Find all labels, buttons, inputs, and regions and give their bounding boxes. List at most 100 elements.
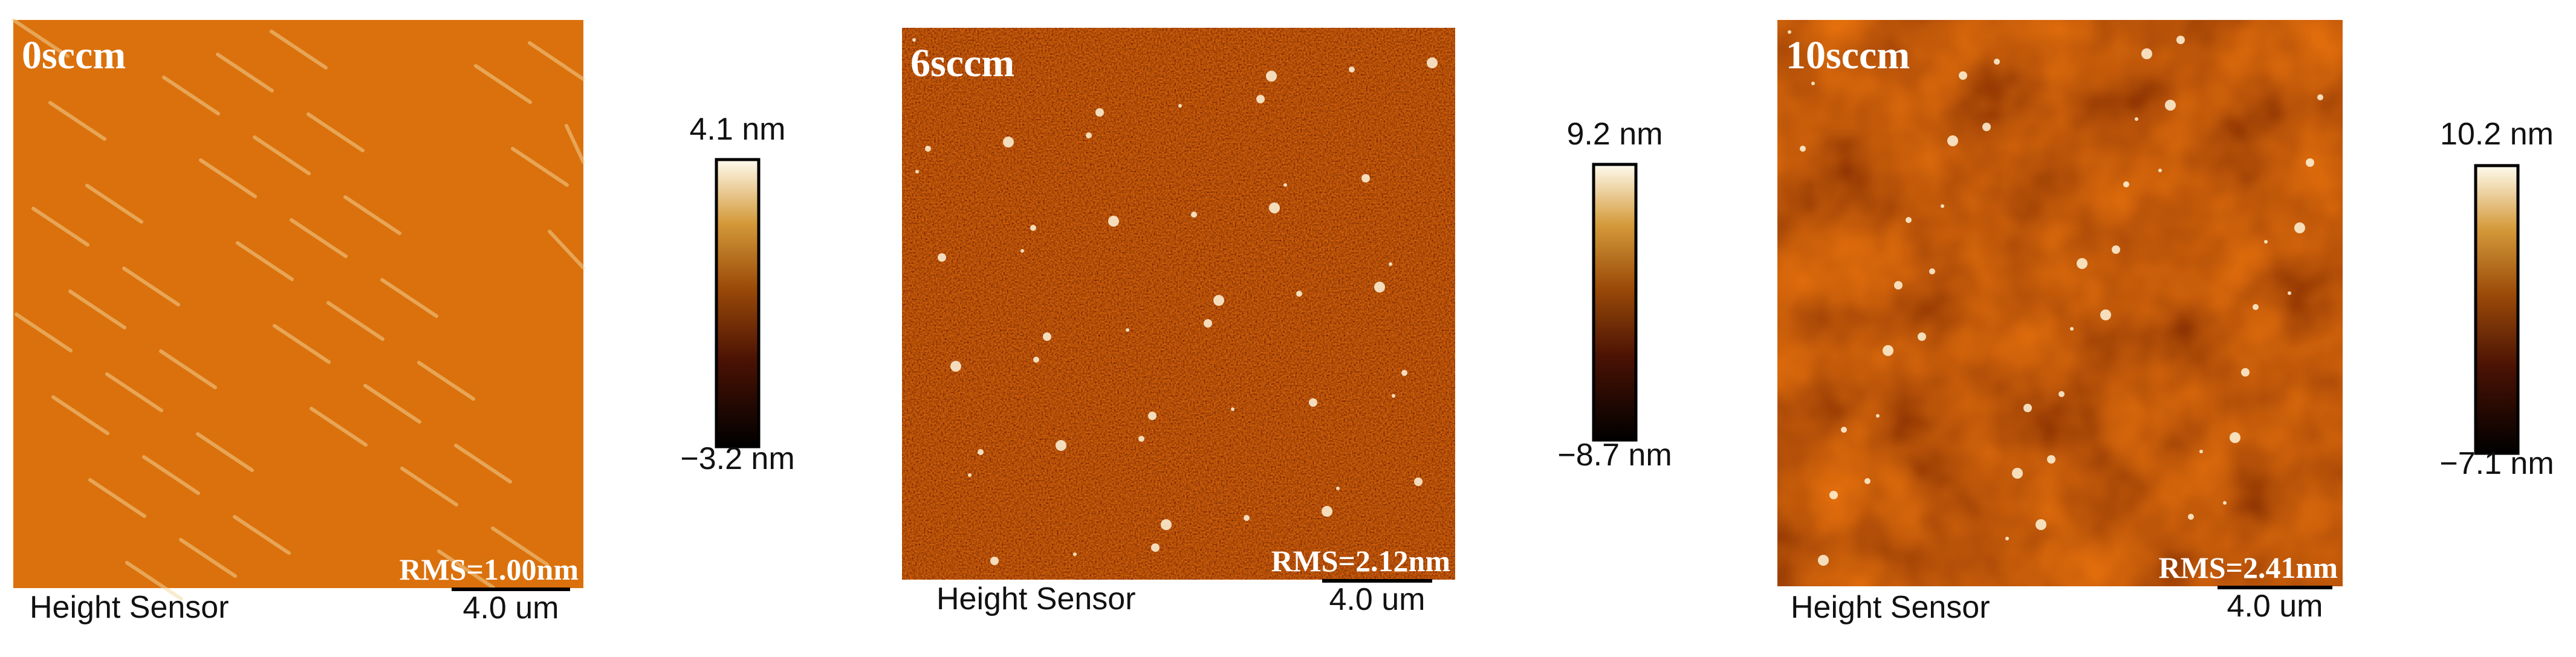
afm-particle <box>2288 291 2291 295</box>
colorbar <box>2474 164 2520 455</box>
afm-particle <box>1126 328 1129 332</box>
afm-ridge <box>273 324 331 364</box>
afm-particle <box>1056 440 1066 451</box>
panel-label: 10sccm <box>1786 33 1910 77</box>
afm-particle <box>1003 137 1014 147</box>
afm-particle <box>1349 66 1355 73</box>
afm-ridge <box>216 53 274 92</box>
afm-particle <box>938 253 946 262</box>
afm-particle <box>1073 552 1077 556</box>
afm-particle <box>1994 59 2000 65</box>
afm-particle <box>1829 491 1838 499</box>
afm-ridge <box>236 241 294 281</box>
afm-particle <box>2294 222 2305 233</box>
afm-ridge <box>454 444 512 484</box>
afm-particle <box>1841 427 1847 433</box>
afm-particle <box>1043 332 1051 341</box>
afm-particle <box>1336 487 1340 490</box>
afm-particle <box>2047 455 2055 464</box>
afm-ridge <box>15 312 73 352</box>
afm-particle <box>950 361 961 372</box>
afm-ridge <box>122 267 180 306</box>
afm-particle <box>1231 407 1234 411</box>
afm-particle <box>2012 468 2023 479</box>
afm-particle <box>2317 94 2323 100</box>
afm-particle <box>1138 436 1144 442</box>
afm-particle <box>1020 249 1024 253</box>
colorbar-max: 10.2 nm <box>2440 117 2554 152</box>
afm-particle <box>2188 514 2194 520</box>
sensor-label: Height Sensor <box>936 581 1136 617</box>
rms-value: RMS=2.12nm <box>1271 544 1450 578</box>
afm-ridge <box>270 30 328 70</box>
afm-particle <box>1030 225 1036 231</box>
afm-particle <box>1191 212 1197 218</box>
afm-particle <box>2158 169 2162 172</box>
afm-particle <box>2241 368 2250 377</box>
afm-particle <box>1213 295 1224 306</box>
afm-ridge <box>51 395 109 435</box>
afm-particle <box>2141 48 2152 59</box>
afm-ridge <box>474 64 532 104</box>
afm-particle <box>1427 57 1438 68</box>
afm-particle <box>1414 477 1423 486</box>
afm-particle <box>1392 394 1395 398</box>
colorbar-min: −3.2 nm <box>680 441 794 476</box>
afm-particle <box>2123 181 2129 187</box>
afm-particle <box>1108 216 1119 227</box>
afm-particle <box>1811 82 1815 85</box>
afm-particle <box>2165 100 2176 111</box>
afm-particle <box>2199 450 2203 453</box>
afm-ridge <box>565 124 585 164</box>
afm-particle <box>2223 501 2227 505</box>
scale-bar-label: 4.0 um <box>2227 589 2323 624</box>
afm-particle <box>1244 515 1250 521</box>
afm-ridge <box>417 361 475 401</box>
afm-particle <box>1941 204 1944 208</box>
afm-texture <box>902 28 1455 580</box>
scale-bar-label: 4.0 um <box>463 591 559 626</box>
colorbar-max: 9.2 nm <box>1567 117 1663 152</box>
afm-ridge <box>491 526 549 566</box>
afm-particle <box>2070 327 2074 331</box>
afm-panel: 6sccm RMS=2.12nm 9.2 nm −8.7 nm Height Senso… <box>902 28 1672 617</box>
afm-particle <box>1389 262 1392 266</box>
afm-particle <box>1204 319 1212 328</box>
afm-particle <box>1918 332 1926 341</box>
afm-ridge <box>11 18 70 58</box>
afm-ridge <box>310 407 368 447</box>
afm-ridge <box>159 349 217 389</box>
colorbar-max: 4.1 nm <box>690 112 786 147</box>
afm-ridge <box>48 101 106 141</box>
afm-particle <box>1788 30 1791 34</box>
afm-particle <box>1033 357 1039 363</box>
afm-particle <box>2253 304 2259 310</box>
afm-particle <box>2264 240 2268 244</box>
afm-ridge <box>363 384 421 424</box>
rms-value: RMS=1.00nm <box>399 552 579 586</box>
afm-particle <box>915 170 919 173</box>
afm-ridge <box>31 207 89 247</box>
afm-ridge <box>196 432 254 472</box>
afm-ridge <box>142 455 200 495</box>
afm-ridge <box>253 135 311 175</box>
afm-ridge <box>437 549 495 589</box>
afm-particle <box>1151 543 1160 552</box>
afm-particle <box>990 557 999 565</box>
afm-particle <box>2077 258 2088 269</box>
afm-ridge <box>380 278 438 318</box>
afm-particle <box>2100 309 2111 320</box>
afm-texture <box>13 20 583 588</box>
afm-ridge <box>199 158 257 198</box>
afm-particle <box>2005 537 2009 540</box>
afm-ridge <box>528 41 585 81</box>
afm-ridge <box>511 147 569 187</box>
afm-ridge <box>343 195 401 235</box>
afm-particle <box>1982 123 1991 131</box>
afm-ridge <box>125 561 183 601</box>
afm-particle <box>1095 108 1104 117</box>
afm-particle <box>1929 268 1935 274</box>
afm-particle <box>1296 291 1302 297</box>
sensor-label: Height Sensor <box>30 590 229 625</box>
afm-particle <box>1266 71 1277 82</box>
